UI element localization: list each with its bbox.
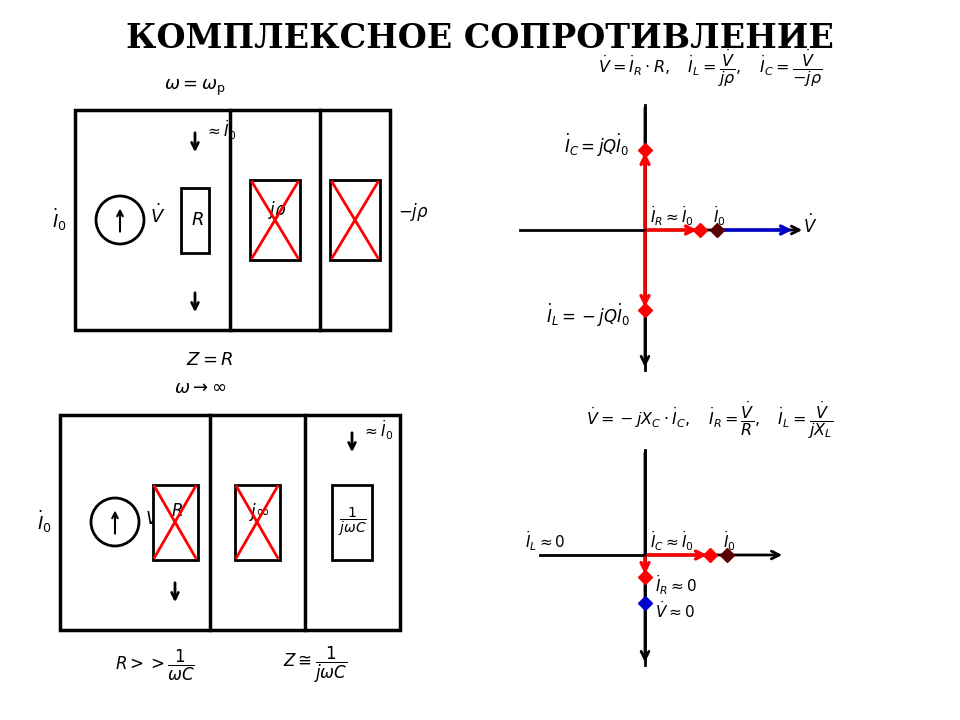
Text: $\dot{V} = -jX_C \cdot \dot{I}_C, \quad \dot{I}_R = \dfrac{\dot{V}}{R}, \quad \d: $\dot{V} = -jX_C \cdot \dot{I}_C, \quad … [587, 400, 833, 441]
Text: $R >> \dfrac{1}{\omega C}$: $R >> \dfrac{1}{\omega C}$ [115, 647, 195, 683]
Text: $\dot{I}_C = jQ\dot{I}_0$: $\dot{I}_C = jQ\dot{I}_0$ [564, 132, 630, 158]
Text: $\approx \dot{I}_0$: $\approx \dot{I}_0$ [205, 118, 236, 142]
Text: $\dot{I}_C \approx \dot{I}_0$: $\dot{I}_C \approx \dot{I}_0$ [651, 529, 694, 553]
Text: $\dot{I}_0$: $\dot{I}_0$ [52, 207, 67, 233]
Text: $j\rho$: $j\rho$ [268, 199, 286, 221]
Text: $\dfrac{1}{j\omega C}$: $\dfrac{1}{j\omega C}$ [338, 506, 367, 538]
Text: $\dot{I}_L \approx 0$: $\dot{I}_L \approx 0$ [525, 529, 565, 553]
Text: $\dot{V}$: $\dot{V}$ [803, 213, 817, 237]
Text: $\dot{I}_R \approx 0$: $\dot{I}_R \approx 0$ [655, 573, 697, 597]
Text: $\dot{I}_R \approx \dot{I}_0$: $\dot{I}_R \approx \dot{I}_0$ [651, 204, 694, 228]
Bar [181, 187, 209, 253]
Text: $\dot{I}_L = -jQ\dot{I}_0$: $\dot{I}_L = -jQ\dot{I}_0$ [545, 302, 630, 328]
Bar [330, 180, 380, 260]
Bar [332, 485, 372, 559]
Text: КОМПЛЕКСНОЕ СОПРОТИВЛЕНИЕ: КОМПЛЕКСНОЕ СОПРОТИВЛЕНИЕ [126, 22, 834, 55]
Bar [234, 485, 279, 559]
Text: $\dot{I}_0$: $\dot{I}_0$ [712, 204, 726, 228]
Text: $\omega \to \infty$: $\omega \to \infty$ [174, 379, 227, 397]
Text: $\approx \dot{I}_0$: $\approx \dot{I}_0$ [362, 418, 394, 442]
Text: $\dot{I}_0$: $\dot{I}_0$ [37, 509, 52, 535]
Text: $- j\rho$: $- j\rho$ [398, 201, 429, 223]
Text: $Z = R$: $Z = R$ [186, 351, 234, 369]
Bar [250, 180, 300, 260]
Text: $Z \cong \dfrac{1}{j\omega C}$: $Z \cong \dfrac{1}{j\omega C}$ [283, 645, 348, 685]
Circle shape [96, 196, 144, 244]
Text: $R$: $R$ [171, 503, 183, 521]
Circle shape [91, 498, 139, 546]
Text: $j\infty$: $j\infty$ [249, 501, 270, 523]
Text: $\omega = \omega_{\rm p}$: $\omega = \omega_{\rm p}$ [164, 78, 226, 98]
Text: $\dot{V} \approx 0$: $\dot{V} \approx 0$ [655, 600, 695, 621]
Bar [75, 110, 390, 330]
Text: $R$: $R$ [191, 211, 204, 229]
Text: $\dot{V}$: $\dot{V}$ [151, 203, 166, 227]
Bar [60, 415, 400, 630]
Text: $\dot{V}$: $\dot{V}$ [145, 505, 160, 528]
Bar [153, 485, 198, 559]
Text: $\dot{V} = \dot{I}_R \cdot R, \quad \dot{I}_L = \dfrac{\dot{V}}{j\rho}, \quad \d: $\dot{V} = \dot{I}_R \cdot R, \quad \dot… [598, 48, 822, 89]
Text: $\dot{I}_0$: $\dot{I}_0$ [723, 529, 735, 553]
